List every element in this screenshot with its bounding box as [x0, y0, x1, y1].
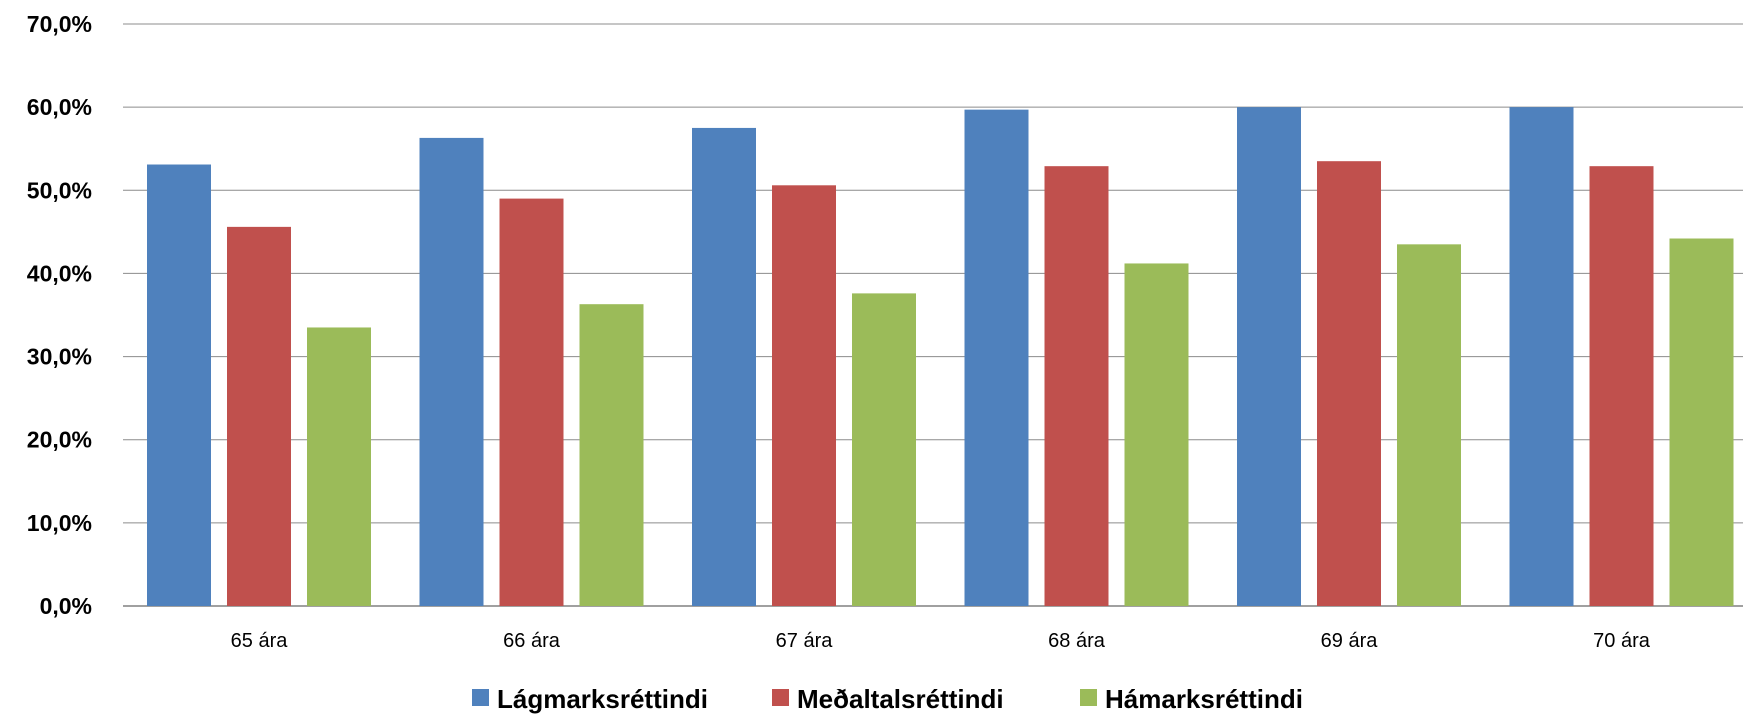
bars — [147, 107, 1734, 607]
y-axis: 0,0% 10,0% 20,0% 30,0% 40,0% 50,0% 60,0% 70,0% — [27, 11, 92, 619]
y-tick-label: 10,0% — [27, 510, 92, 536]
bar-3-3 — [852, 293, 916, 606]
bar-2-1 — [227, 226, 291, 606]
x-axis: 65 ára 66 ára 67 ára 68 ára 69 ára 70 ára — [231, 630, 1651, 652]
x-tick-label: 67 ára — [776, 630, 834, 652]
legend-label: Meðaltalsréttindi — [797, 684, 1004, 714]
bar-2-3 — [772, 185, 836, 606]
bar-3-5 — [1397, 244, 1461, 607]
legend-swatch — [472, 689, 489, 706]
gridlines — [123, 23, 1743, 607]
y-tick-label: 50,0% — [27, 177, 92, 203]
y-tick-label: 20,0% — [27, 427, 92, 453]
bar-1-1 — [147, 164, 211, 607]
x-tick-label: 65 ára — [231, 630, 289, 652]
legend-label: Lágmarksréttindi — [497, 684, 708, 714]
legend: Lágmarksréttindi Meðaltalsréttindi Hámarks… — [472, 684, 1303, 714]
x-tick-label: 69 ára — [1321, 630, 1379, 652]
bar-3-4 — [1124, 263, 1189, 606]
bar-2-2 — [499, 198, 564, 606]
y-tick-label: 0,0% — [40, 593, 92, 619]
x-tick-label: 68 ára — [1048, 630, 1106, 652]
bar-2-5 — [1317, 161, 1381, 606]
bar-2-6 — [1589, 166, 1654, 606]
legend-label: Hámarksréttindi — [1105, 684, 1303, 714]
bar-3-2 — [579, 304, 644, 606]
legend-swatch — [1080, 689, 1097, 706]
x-tick-label: 70 ára — [1593, 630, 1651, 652]
bar-1-6 — [1509, 107, 1574, 607]
legend-swatch — [772, 689, 789, 706]
y-tick-label: 30,0% — [27, 344, 92, 370]
bar-3-6 — [1669, 238, 1734, 606]
y-tick-label: 60,0% — [27, 94, 92, 120]
bar-1-5 — [1237, 107, 1301, 607]
bar-1-3 — [692, 127, 756, 606]
bar-2-4 — [1044, 166, 1109, 606]
x-tick-label: 66 ára — [503, 630, 561, 652]
bar-3-1 — [307, 327, 371, 606]
bar-1-2 — [419, 137, 484, 607]
y-tick-label: 40,0% — [27, 260, 92, 286]
y-tick-label: 70,0% — [27, 11, 92, 37]
bar-1-4 — [964, 109, 1029, 606]
